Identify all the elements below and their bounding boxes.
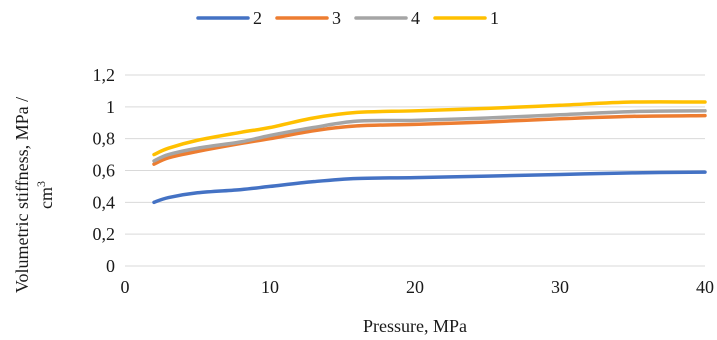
y-tick-label: 1 [106,97,115,117]
y-tick-label: 0,2 [93,224,116,244]
x-tick-label: 0 [121,277,130,297]
x-tick-label: 30 [551,277,569,297]
gridlines [125,74,705,267]
legend-label-4: 4 [411,8,420,28]
x-tick-label: 10 [261,277,279,297]
y-axis-title: Volumetric stiffness, MPa / [12,97,32,293]
x-tick-label: 20 [406,277,424,297]
y-axis-title-superscript: 3 [34,181,48,187]
x-tick-label: 40 [696,277,714,297]
legend-label-1: 1 [490,8,499,28]
x-tick-labels: 0 10 20 30 40 [121,277,715,297]
series-line-1 [152,100,707,157]
legend: 2 3 4 1 [196,8,499,28]
series-line-2 [152,170,707,205]
series-lines [152,100,707,205]
y-tick-label: 1,2 [93,65,116,85]
y-axis-title-line2: cm3 [34,181,56,209]
legend-label-3: 3 [332,8,341,28]
legend-label-2: 2 [253,8,262,28]
x-axis-title: Pressure, MPa [363,316,467,336]
y-tick-label: 0 [106,256,115,276]
y-tick-label: 0,6 [93,161,116,181]
series-line-3 [152,113,707,166]
series-line-4 [152,109,707,163]
y-tick-labels: 0 0,2 0,4 0,6 0,8 1 1,2 [93,65,116,276]
y-tick-label: 0,8 [93,129,116,149]
y-tick-label: 0,4 [93,192,116,212]
